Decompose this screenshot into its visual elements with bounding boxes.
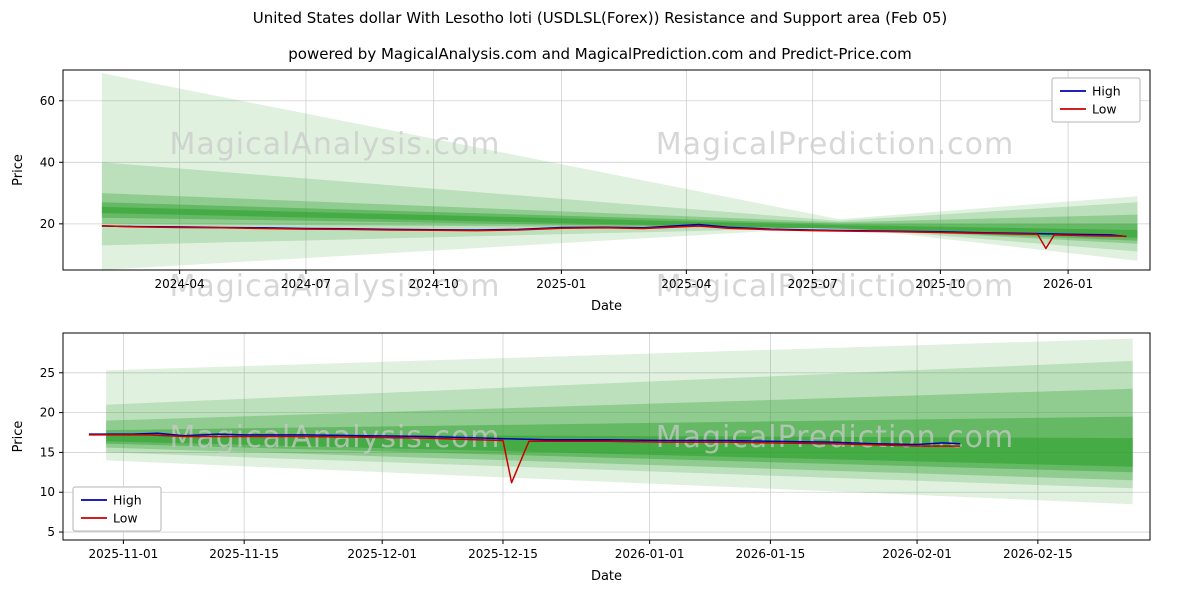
y-tick-label: 25 [40,366,55,380]
long-term-price-chart: MagicalAnalysis.com MagicalPrediction.com… [11,69,1151,314]
x-tick-label: 2024-07 [281,277,331,291]
y-axis-label: Price [11,154,26,186]
x-tick-label: 2025-07 [788,277,838,291]
x-tick-label: 2025-04 [661,277,711,291]
y-tick-label: 10 [40,485,55,499]
series-line-high [88,432,961,446]
legend-label-low: Low [113,511,138,526]
plot-border [62,69,1151,271]
x-tick-label: 2026-01-15 [736,547,806,561]
legend: High Low [1051,77,1141,123]
x-tick-label: 2025-10 [915,277,965,291]
y-tick-label: 5 [47,525,55,539]
support-resistance-band [101,193,1138,244]
plot-area [63,70,1150,270]
legend-label-high: High [1092,84,1121,99]
x-axis-label: Date [591,299,622,314]
watermark-text: MagicalAnalysis.com [169,269,500,304]
chart-subtitle: powered by MagicalAnalysis.com and Magic… [288,45,912,63]
chart-title: United States dollar With Lesotho loti (… [252,9,948,27]
y-tick-label: 15 [40,445,55,459]
legend-box [1051,77,1141,123]
plot-border [62,332,1151,541]
legend-label-low: Low [1092,102,1117,117]
x-tick-label: 2026-02-15 [1003,547,1073,561]
watermark-text: MagicalPrediction.com [656,420,1015,455]
x-tick-label: 2025-11-15 [209,547,279,561]
x-tick-label: 2025-01 [536,277,586,291]
x-tick-label: 2025-11-01 [89,547,159,561]
watermark-text: MagicalPrediction.com [656,127,1015,162]
x-tick-label: 2026-01 [1043,277,1093,291]
support-resistance-band [101,206,1138,238]
series-line-low [101,224,1127,250]
support-resistance-band [106,434,1133,467]
legend-box [72,486,162,532]
x-tick-label: 2026-01-01 [615,547,685,561]
y-tick-label: 20 [40,406,55,420]
y-tick-label: 40 [40,155,55,169]
legend: High Low [72,486,162,532]
y-axis-label: Price [11,421,26,453]
x-tick-label: 2025-12-01 [347,547,417,561]
x-tick-label: 2024-04 [155,277,205,291]
recent-forecast-price-chart: MagicalAnalysis.com MagicalPrediction.com… [11,332,1151,584]
watermark-text: MagicalPrediction.com [656,269,1015,304]
y-tick-label: 20 [40,217,55,231]
legend-label-high: High [113,493,142,508]
x-tick-label: 2024-10 [409,277,459,291]
x-tick-label: 2025-12-15 [468,547,538,561]
x-axis-label: Date [591,569,622,584]
support-resistance-band [106,338,1133,505]
series-line-low [88,434,961,484]
support-resistance-band [101,73,1138,270]
watermark-text: MagicalAnalysis.com [169,127,500,162]
x-tick-label: 2026-02-01 [882,547,952,561]
y-tick-label: 60 [40,94,55,108]
